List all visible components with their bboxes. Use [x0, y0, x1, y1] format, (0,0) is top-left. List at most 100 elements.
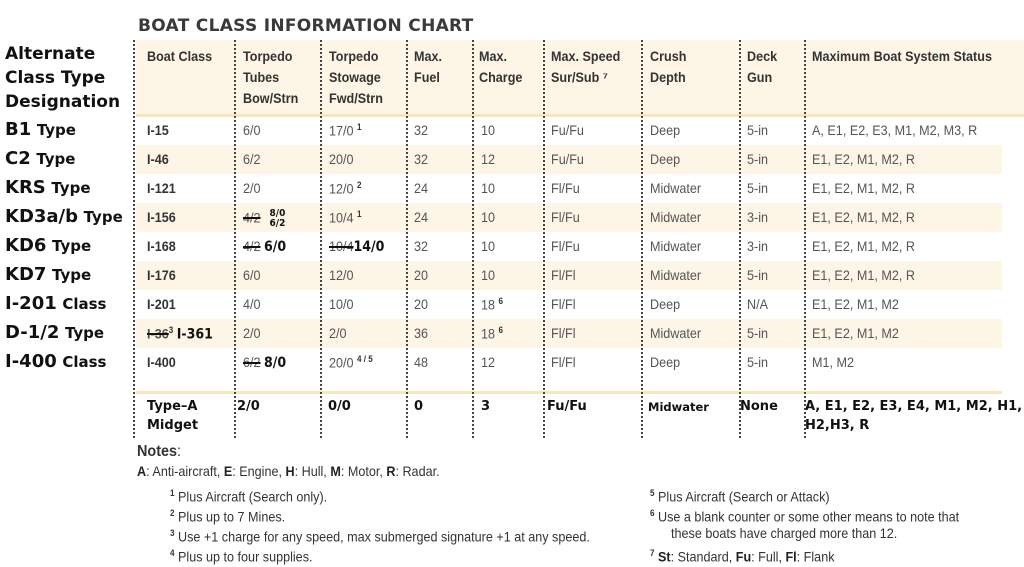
- system-status-cell: E1, E2, M1, M2, R: [812, 238, 915, 254]
- max-charge-cell: 12: [481, 151, 496, 167]
- boat-class-cell: I-121: [147, 180, 176, 196]
- torpedo-tubes-cell: 2/0: [243, 325, 261, 341]
- boat-class-cell: I-176: [147, 267, 176, 283]
- crush-depth-cell: Midwater: [650, 209, 702, 225]
- row-stripe: [136, 319, 1002, 348]
- boat-class-cell: I-46: [147, 151, 169, 167]
- torpedo-tubes-cell: 6/2 8/0: [243, 354, 287, 371]
- max-charge-cell: 12: [481, 354, 496, 370]
- crush-depth-cell: Midwater: [650, 267, 702, 283]
- alternate-class-label: C2 Type: [5, 148, 76, 169]
- max-fuel-cell: 48: [414, 354, 429, 370]
- system-status-cell: E1, E2, M1, M2, R: [812, 151, 915, 167]
- footnote-2: 2 Plus up to 7 Mines.: [170, 508, 286, 525]
- column-divider: [234, 40, 236, 438]
- footnote-6: 6 Use a blank counter or some other mean…: [650, 508, 960, 525]
- system-status-cell: E1, E2, M1, M2, R: [812, 180, 915, 196]
- tubes-correction-stack: 8/0 6/2: [269, 208, 286, 229]
- max-fuel-cell: 20: [414, 267, 429, 283]
- column-header-crush-depth: Crush Depth: [650, 48, 687, 85]
- midget-status: A, E1, E2, E3, E4, M1, M2, H1, H2,H3, R: [805, 399, 1023, 433]
- system-status-cell: E1, E2, M1, M2, R: [812, 209, 915, 225]
- deck-gun-cell: 5-in: [747, 122, 769, 138]
- max-speed-cell: Fu/Fu: [551, 122, 584, 138]
- row-stripe: [136, 145, 1002, 174]
- column-divider: [320, 40, 322, 438]
- max-charge-cell: 10: [481, 209, 496, 225]
- table-row: I-201 Class I-201 4/0 10/0 20 18 6 Fl/Fl Deep N/…: [0, 290, 1024, 319]
- column-divider: [641, 40, 643, 438]
- max-speed-cell: Fu/Fu: [551, 151, 584, 167]
- torpedo-stowage-cell: 20/0 4 / 5: [329, 354, 373, 371]
- crush-depth-cell: Midwater: [650, 325, 702, 341]
- crush-depth-cell: Deep: [650, 151, 681, 167]
- max-charge-cell: 10: [481, 267, 496, 283]
- row-stripe: [136, 203, 1002, 232]
- column-header-max-fuel: Max. Fuel: [414, 48, 443, 85]
- max-speed-cell: Fl/Fu: [551, 180, 580, 196]
- footnote-1: 1 Plus Aircraft (Search only).: [170, 488, 328, 505]
- boat-class-cell: I-363 I-361: [147, 325, 213, 343]
- max-fuel-cell: 32: [414, 151, 429, 167]
- deck-gun-cell: 3-in: [747, 209, 769, 225]
- alternate-class-label: KRS Type: [5, 177, 91, 198]
- system-status-cell: E1, E2, M1, M2: [812, 325, 899, 341]
- row-stripe: [136, 261, 1002, 290]
- max-fuel-cell: 20: [414, 296, 429, 312]
- max-speed-cell: Fl/Fl: [551, 354, 576, 370]
- torpedo-stowage-cell: 20/0: [329, 151, 354, 167]
- alt-header-line: Designation: [5, 92, 121, 112]
- system-status-cell: E1, E2, M1, M2: [812, 296, 899, 312]
- torpedo-tubes-cell: 4/2 6/0: [243, 238, 287, 255]
- torpedo-tubes-cell: 2/0: [243, 180, 261, 196]
- notes-legend: A: Anti-aircraft, E: Engine, H: Hull, M:…: [137, 463, 440, 479]
- alternate-class-label: KD6 Type: [5, 235, 92, 256]
- midget-depth: Midwater: [648, 400, 709, 414]
- table-row: KD6 Type I-168 4/2 6/0 10/414/0 32 10 Fl/Fu Mid…: [0, 232, 1024, 261]
- max-speed-cell: Fl/Fu: [551, 209, 580, 225]
- table-row: B1 Type I-15 6/0 17/0 1 32 10 Fu/Fu Deep 5-in A, …: [0, 116, 1024, 145]
- alternate-class-label: B1 Type: [5, 119, 76, 140]
- torpedo-stowage-cell: 10/414/0: [329, 238, 385, 255]
- column-header-torpedo-stowage: Torpedo Stowage Fwd/Strn: [329, 48, 383, 106]
- torpedo-tubes-cell: 4/0: [243, 296, 261, 312]
- column-header-system-status: Maximum Boat System Status: [812, 48, 992, 64]
- max-speed-cell: Fl/Fl: [551, 267, 576, 283]
- crush-depth-cell: Deep: [650, 354, 681, 370]
- footnote-7: 7 St: Standard, Fu: Full, Fl: Flank: [650, 548, 835, 565]
- midget-stowage: 0/0: [328, 399, 351, 414]
- system-status-cell: E1, E2, M1, M2, R: [812, 267, 915, 283]
- table-row: C2 Type I-46 6/2 20/0 32 12 Fu/Fu Deep 5-in E1, E…: [0, 145, 1024, 174]
- max-fuel-cell: 24: [414, 209, 429, 225]
- midget-fuel: 0: [414, 399, 424, 414]
- alternate-class-label: D-1/2 Type: [5, 322, 105, 343]
- column-header-boat-class: Boat Class: [147, 48, 213, 64]
- crush-depth-cell: Deep: [650, 122, 681, 138]
- midget-speed: Fu/Fu: [547, 399, 587, 414]
- torpedo-tubes-cell: 6/2: [243, 151, 261, 167]
- column-header-deck-gun: Deck Gun: [747, 48, 778, 85]
- crush-depth-cell: Deep: [650, 296, 681, 312]
- column-divider: [804, 40, 806, 438]
- midget-divider: [136, 391, 1002, 394]
- footnote-3: 3 Use +1 charge for any speed, max subme…: [170, 528, 590, 545]
- max-speed-cell: Fl/Fu: [551, 238, 580, 254]
- max-speed-cell: Fl/Fl: [551, 296, 576, 312]
- torpedo-stowage-cell: 10/4 1: [329, 209, 362, 226]
- torpedo-tubes-cell: 6/0: [243, 267, 261, 283]
- max-fuel-cell: 36: [414, 325, 429, 341]
- max-charge-cell: 10: [481, 180, 496, 196]
- column-divider: [406, 40, 408, 438]
- footnote-6-cont: these boats have charged more than 12.: [671, 525, 898, 541]
- boat-class-cell: I-15: [147, 122, 169, 138]
- torpedo-tubes-cell: 6/0: [243, 122, 261, 138]
- torpedo-stowage-cell: 12/0: [329, 267, 354, 283]
- torpedo-stowage-cell: 12/0 2: [329, 180, 362, 197]
- max-fuel-cell: 32: [414, 122, 429, 138]
- deck-gun-cell: 5-in: [747, 180, 769, 196]
- boat-class-cell: I-400: [147, 354, 176, 370]
- column-divider: [739, 40, 741, 438]
- midget-gun: None: [740, 399, 778, 414]
- max-charge-cell: 10: [481, 122, 496, 138]
- alternate-class-label: I-201 Class: [5, 293, 107, 314]
